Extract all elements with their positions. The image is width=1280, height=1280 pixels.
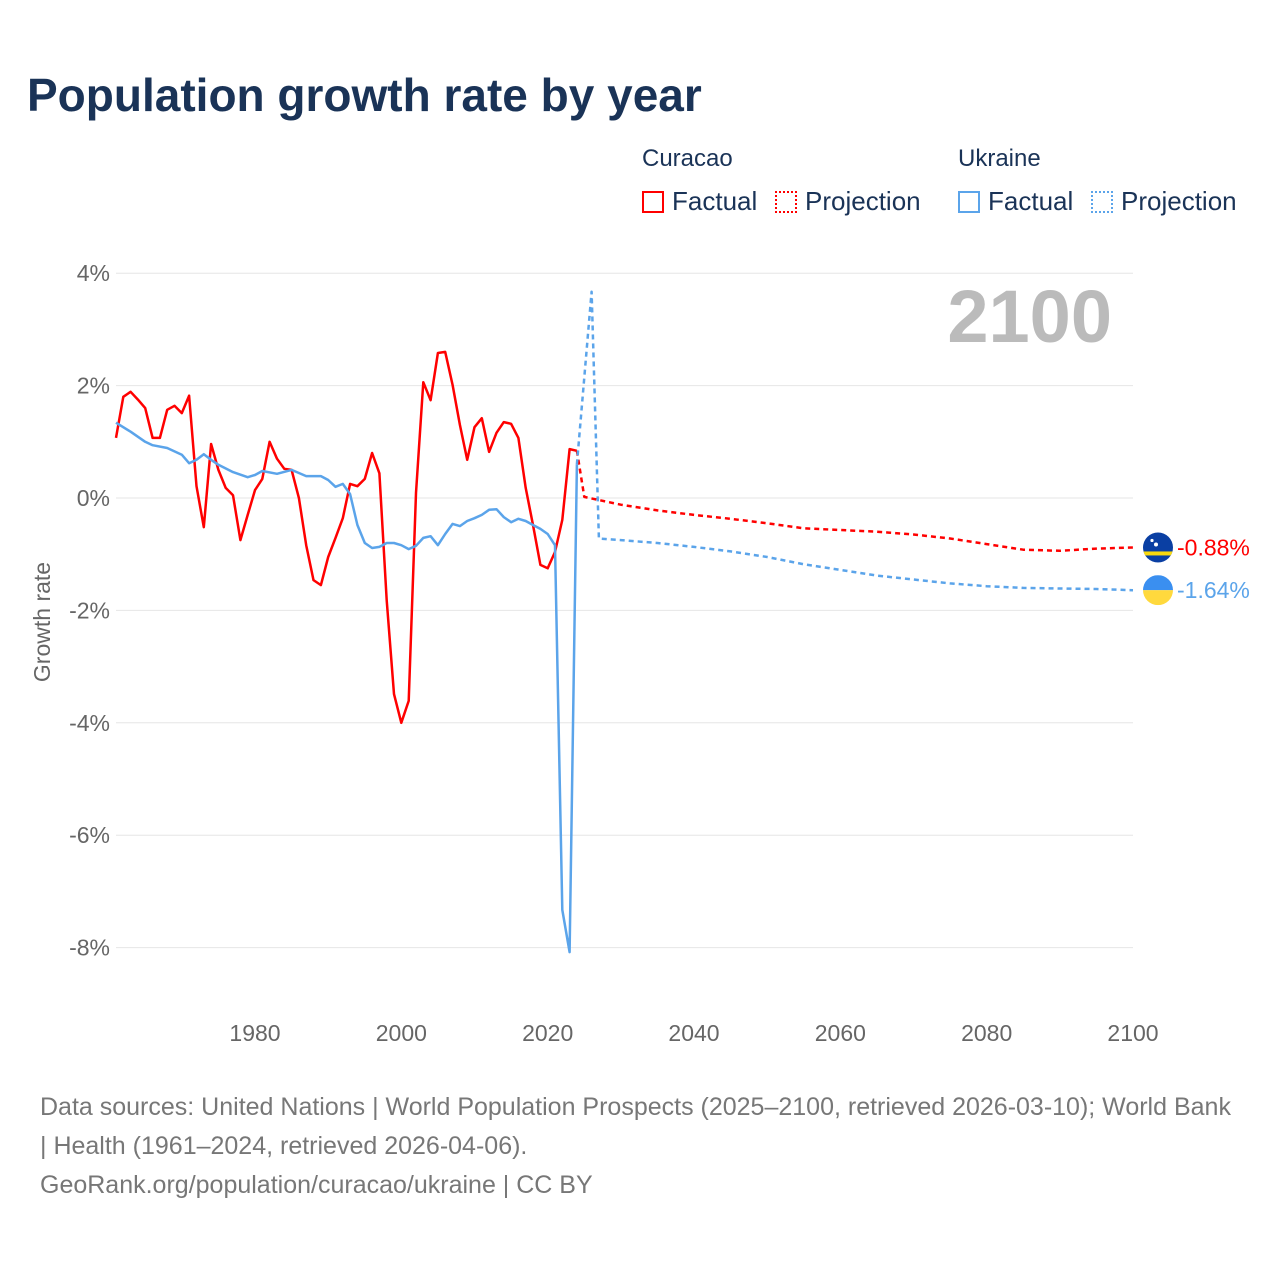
legend-ukraine-factual[interactable]: Factual <box>958 186 1073 217</box>
legend-curacao-factual[interactable]: Factual <box>642 186 757 217</box>
y-tick-label: 4% <box>77 260 110 286</box>
x-tick-label: 2000 <box>376 1020 427 1046</box>
x-tick-label: 2060 <box>815 1020 866 1046</box>
legend-label: Factual <box>672 186 758 216</box>
legend-swatch-dotted <box>1091 190 1113 213</box>
y-tick-label: -6% <box>69 822 110 848</box>
legend-swatch-dotted <box>775 190 797 213</box>
x-tick-label: 2020 <box>522 1020 573 1046</box>
x-tick-label: 2040 <box>668 1020 719 1046</box>
end-value-label: -1.64% <box>1177 577 1250 603</box>
y-tick-label: 2% <box>77 373 110 399</box>
legend-label: Projection <box>805 186 921 216</box>
legend-curacao-projection[interactable]: Projection <box>775 186 921 217</box>
ukraine-factual-line <box>115 421 579 954</box>
legend-ukraine-projection[interactable]: Projection <box>1091 186 1237 217</box>
credit-link[interactable]: GeoRank.org/population/curacao/ukraine |… <box>40 1171 593 1199</box>
y-tick-label: -8% <box>69 935 110 961</box>
y-tick-label: 0% <box>77 485 110 511</box>
y-tick-label: -2% <box>69 597 110 623</box>
end-value-label: -0.88% <box>1177 534 1250 560</box>
y-axis-label: Growth rate <box>29 562 55 682</box>
data-sources: Data sources: United Nations | World Pop… <box>40 1093 1231 1160</box>
legend-label: Projection <box>1121 186 1237 216</box>
curacao-projection-line <box>575 450 1134 553</box>
legend-swatch-solid <box>958 190 980 213</box>
x-tick-label: 1980 <box>229 1020 280 1046</box>
ukraine-flag-icon <box>1143 575 1173 606</box>
legend-swatch-solid <box>642 190 664 213</box>
footer: Data sources: United Nations | World Pop… <box>40 1088 1240 1205</box>
curacao-flag-icon <box>1143 532 1173 563</box>
x-tick-label: 2080 <box>961 1020 1012 1046</box>
curacao-factual-line <box>114 350 578 725</box>
year-badge: 2100 <box>947 275 1112 358</box>
legend-label: Factual <box>988 186 1074 216</box>
x-tick-label: 2100 <box>1107 1020 1158 1046</box>
chart-title: Population growth rate by year <box>27 69 702 121</box>
legend-group-ukraine: Ukraine <box>958 145 1041 172</box>
legend-group-curacao: Curacao <box>642 145 733 172</box>
y-tick-label: -4% <box>69 710 110 736</box>
